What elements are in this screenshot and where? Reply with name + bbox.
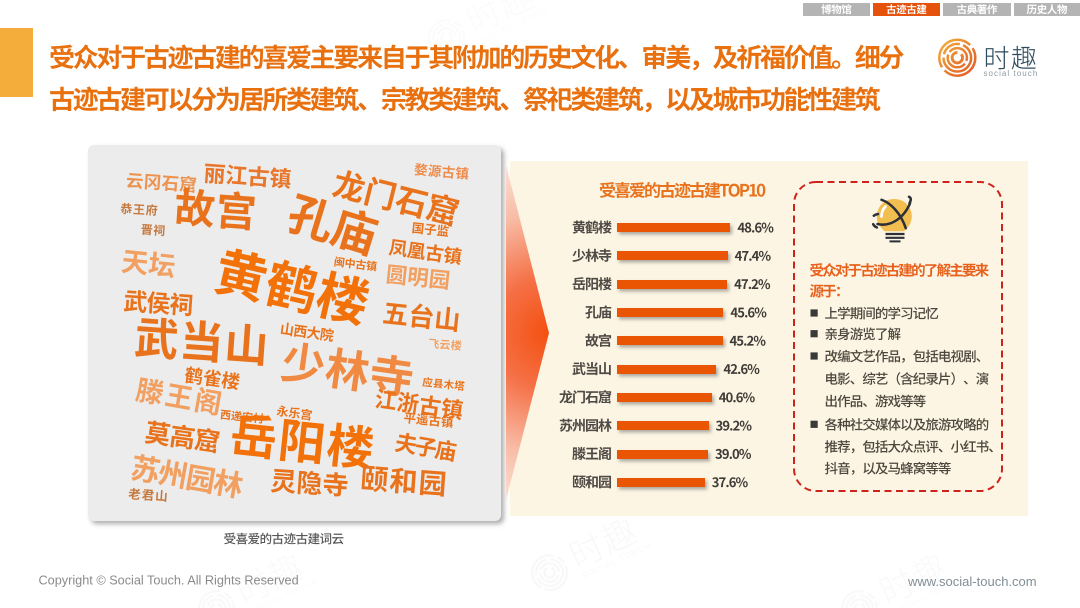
svg-text:www.social-touch.com: www.social-touch.com — [907, 574, 1037, 589]
svg-text:Copyright © Social Touch. All: Copyright © Social Touch. All Rights Res… — [39, 574, 299, 588]
svg-text:social touch: social touch — [984, 69, 1039, 78]
svg-text:SOCIAL TOUCH: SOCIAL TOUCH — [477, 5, 550, 45]
svg-text:SOCIAL TOUCH: SOCIAL TOUCH — [580, 540, 653, 580]
